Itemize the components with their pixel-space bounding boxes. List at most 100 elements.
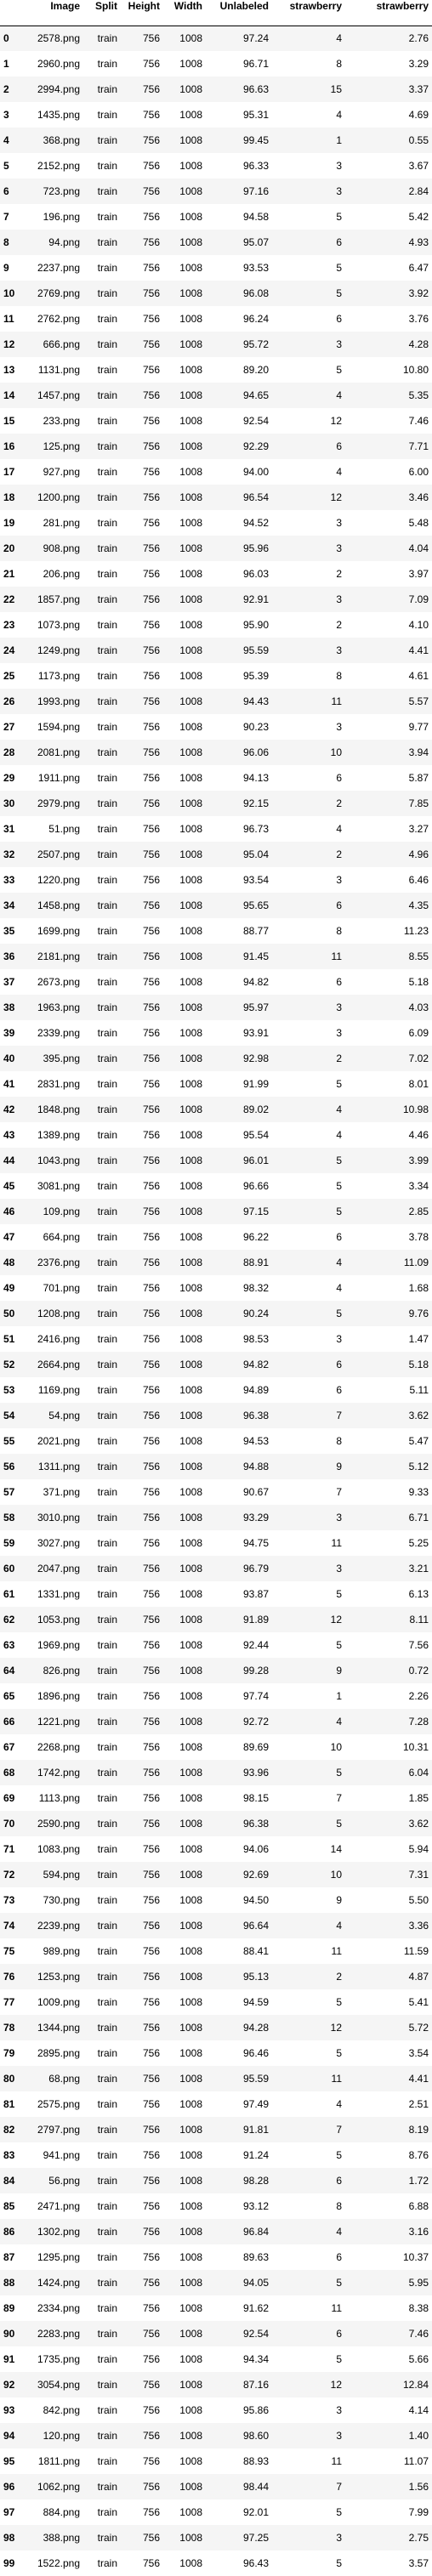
table-cell: 3: [336, 1563, 342, 1575]
table-cell: 3.29: [408, 58, 429, 70]
table-cell: 756: [142, 2149, 160, 2161]
table-cell: 5: [336, 287, 342, 299]
row-index: 97: [3, 2506, 15, 2518]
table-cell: 594.png: [43, 1869, 80, 1881]
table-cell: 1008: [179, 1027, 202, 1039]
row-index: 9: [3, 262, 9, 274]
table-cell: 3.76: [408, 313, 429, 325]
table-cell: 68.png: [48, 2073, 80, 2085]
row-index: 36: [3, 950, 15, 962]
table-cell: train: [97, 1512, 117, 1523]
table-row: 97 884.png train 756 1008 92.01 5 7.99: [0, 2499, 432, 2525]
table-cell: 756: [142, 644, 160, 656]
table-cell: 756: [142, 1512, 160, 1523]
table-cell: 6: [336, 313, 342, 325]
table-cell: 94.59: [242, 1996, 269, 2008]
table-cell: 6.13: [408, 1588, 429, 1600]
table-cell: train: [97, 721, 117, 733]
table-cell: 4.35: [408, 899, 429, 911]
table-cell: 5.94: [408, 1843, 429, 1855]
table-cell: 5: [336, 1996, 342, 2008]
table-cell: 3.92: [408, 287, 429, 299]
table-cell: 87.16: [242, 2379, 269, 2391]
table-cell: 756: [142, 593, 160, 605]
table-cell: 94.05: [242, 2277, 269, 2289]
table-cell: 756: [142, 2251, 160, 2263]
table-cell: train: [97, 415, 117, 427]
table-cell: 1008: [179, 2430, 202, 2442]
table-cell: 7.85: [408, 797, 429, 809]
table-cell: 6.46: [408, 874, 429, 886]
table-cell: 371.png: [43, 1486, 80, 1498]
row-index: 43: [3, 1129, 15, 1141]
table-cell: train: [97, 1869, 117, 1881]
table-cell: 3.37: [408, 83, 429, 95]
table-cell: 1008: [179, 797, 202, 809]
table-cell: 723.png: [43, 185, 80, 197]
table-cell: 1969.png: [37, 1639, 80, 1651]
table-cell: 4: [336, 1716, 342, 1728]
table-cell: 1008: [179, 1155, 202, 1166]
table-cell: 94.13: [242, 772, 269, 784]
table-cell: train: [97, 950, 117, 962]
table-cell: 989.png: [43, 1945, 80, 1957]
table-cell: 3: [336, 338, 342, 350]
table-cell: 756: [142, 1869, 160, 1881]
table-row: 76 1253.png train 756 1008 95.13 2 4.87: [0, 1964, 432, 1989]
table-cell: 8: [336, 1435, 342, 1447]
table-cell: 756: [142, 695, 160, 707]
table-row: 3 1435.png train 756 1008 95.31 4 4.69: [0, 102, 432, 128]
table-cell: 4.14: [408, 2404, 429, 2416]
table-row: 86 1302.png train 756 1008 96.84 4 3.16: [0, 2219, 432, 2244]
table-row: 19 281.png train 756 1008 94.52 3 5.48: [0, 510, 432, 536]
table-cell: train: [97, 262, 117, 274]
table-row: 54 54.png train 756 1008 96.38 7 3.62: [0, 1403, 432, 1428]
table-cell: 3.94: [408, 746, 429, 758]
table-cell: train: [97, 1639, 117, 1651]
table-cell: train: [97, 2328, 117, 2340]
table-cell: 2: [336, 568, 342, 580]
table-cell: 90.67: [242, 1486, 269, 1498]
table-cell: 1008: [179, 2149, 202, 2161]
table-cell: 97.15: [242, 1206, 269, 1217]
table-cell: 1008: [179, 925, 202, 937]
table-cell: train: [97, 2124, 117, 2136]
table-cell: 756: [142, 899, 160, 911]
table-cell: 95.04: [242, 848, 269, 860]
row-index: 21: [3, 568, 15, 580]
table-row: 96 1062.png train 756 1008 98.44 7 1.56: [0, 2474, 432, 2499]
table-cell: 756: [142, 1206, 160, 1217]
table-cell: 756: [142, 1129, 160, 1141]
table-cell: 94.34: [242, 2353, 269, 2365]
table-cell: 97.49: [242, 2098, 269, 2110]
table-cell: 1062.png: [37, 2481, 80, 2493]
table-cell: 5: [336, 2047, 342, 2059]
table-cell: 8: [336, 2200, 342, 2212]
table-row: 69 1113.png train 756 1008 98.15 7 1.85: [0, 1785, 432, 1811]
table-cell: train: [97, 2430, 117, 2442]
table-cell: 1053.png: [37, 1614, 80, 1626]
table-cell: 94.58: [242, 211, 269, 223]
table-cell: 756: [142, 1155, 160, 1166]
table-cell: train: [97, 236, 117, 248]
row-index: 3: [3, 109, 9, 121]
table-cell: 1008: [179, 2022, 202, 2034]
table-cell: 6: [336, 1359, 342, 1370]
table-cell: 1008: [179, 1308, 202, 1319]
table-cell: 1008: [179, 2073, 202, 2085]
table-cell: 11.07: [403, 2455, 429, 2467]
table-cell: 96.22: [242, 1231, 269, 1243]
table-cell: train: [97, 2251, 117, 2263]
table-cell: 1008: [179, 2455, 202, 2467]
table-cell: 1008: [179, 160, 202, 172]
row-index: 11: [3, 313, 14, 325]
table-cell: 2283.png: [37, 2328, 80, 2340]
table-cell: 1253.png: [37, 1971, 80, 1983]
table-cell: 54.png: [48, 1410, 80, 1421]
table-cell: 756: [142, 2379, 160, 2391]
table-cell: 4: [336, 2226, 342, 2238]
table-cell: 94.88: [242, 1461, 269, 1472]
table-cell: 756: [142, 542, 160, 554]
table-cell: 92.29: [242, 440, 269, 452]
table-cell: 1735.png: [37, 2353, 80, 2365]
